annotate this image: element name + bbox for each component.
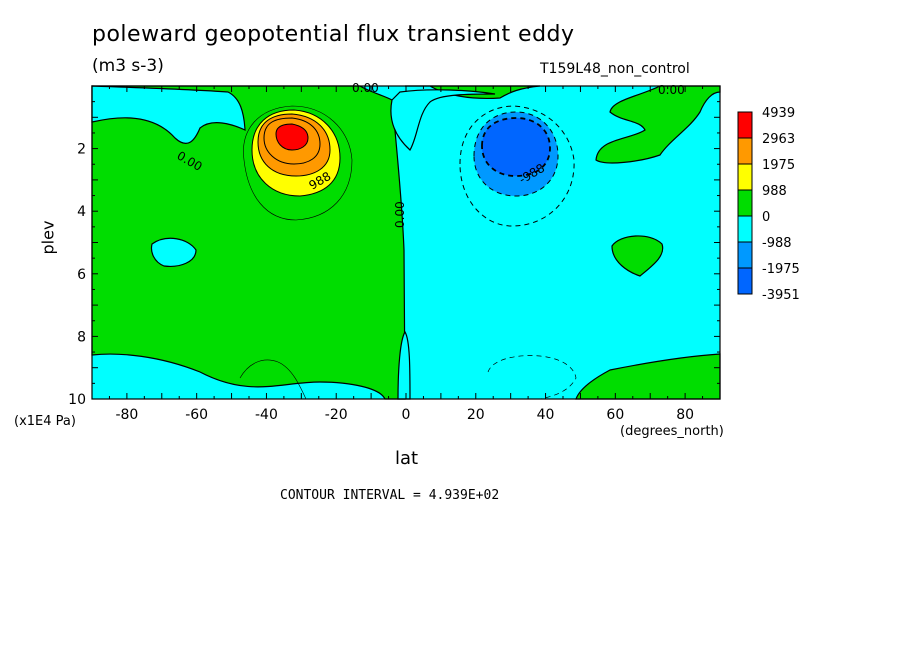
y-tick-label: 6 bbox=[77, 267, 86, 283]
contour-interval: CONTOUR INTERVAL = 4.939E+02 bbox=[280, 488, 500, 503]
colorbar-label: -3951 bbox=[762, 288, 800, 303]
y-tick-label: 4 bbox=[77, 204, 86, 220]
chart-title: poleward geopotential flux transient edd… bbox=[92, 22, 575, 47]
colorbar-swatch bbox=[737, 189, 753, 217]
y-axis-units: (x1E4 Pa) bbox=[14, 414, 76, 429]
x-tick-label: -80 bbox=[115, 407, 138, 423]
contour-label: 0.00 bbox=[393, 201, 407, 228]
positive-region-north-pole bbox=[595, 85, 721, 164]
x-tick-label: 40 bbox=[537, 407, 555, 423]
positive-region-north-surface bbox=[575, 353, 721, 400]
negative-region-equator-surface bbox=[397, 330, 411, 400]
x-tick-label: -20 bbox=[325, 407, 348, 423]
axes: -80 -60 -40 -20 0 20 40 60 80 2 4 6 8 10 bbox=[68, 86, 721, 423]
colorbar-label: 1975 bbox=[762, 158, 795, 173]
negative-minimum-contours bbox=[239, 105, 577, 400]
colorbar-label: 988 bbox=[762, 184, 787, 199]
colorbar-swatch bbox=[737, 137, 753, 165]
run-label: T159L48_non_control bbox=[540, 61, 690, 77]
negative-region-south-mid bbox=[150, 237, 197, 267]
x-tick-label: 80 bbox=[676, 407, 694, 423]
colorbar-swatch bbox=[737, 241, 753, 269]
colorbar-swatch bbox=[737, 111, 753, 139]
colorbar-label: -1975 bbox=[762, 262, 800, 277]
x-tick-label: 0 bbox=[402, 407, 411, 423]
colorbar-swatch bbox=[737, 267, 753, 295]
colorbar-swatch bbox=[737, 215, 753, 243]
colorbar-label: 0 bbox=[762, 210, 770, 225]
y-tick-label: 2 bbox=[77, 142, 86, 158]
colorbar-label: 2963 bbox=[762, 132, 795, 147]
contour-label: 0.00 bbox=[352, 81, 379, 95]
colorbar-label: 4939 bbox=[762, 106, 795, 121]
negative-region-south-polar bbox=[91, 85, 246, 144]
chart-units: (m3 s-3) bbox=[92, 56, 164, 76]
colorbar: 4939 2963 1975 988 0 -988 -1975 -3951 bbox=[737, 106, 800, 303]
y-tick-label: 10 bbox=[68, 392, 86, 408]
x-tick-label: 20 bbox=[467, 407, 485, 423]
x-tick-label: 60 bbox=[606, 407, 624, 423]
x-tick-label: -40 bbox=[255, 407, 278, 423]
y-tick-label: 8 bbox=[77, 329, 86, 345]
colorbar-swatch bbox=[737, 163, 753, 191]
contour-label: 0.00 bbox=[658, 83, 685, 97]
colorbar-label: -988 bbox=[762, 236, 792, 251]
x-axis-units: (degrees_north) bbox=[620, 424, 724, 439]
x-axis-label: lat bbox=[395, 448, 419, 469]
positive-region-north-mid bbox=[611, 235, 664, 277]
negative-region-equator-stem bbox=[390, 89, 496, 151]
positive-maximum-contours bbox=[243, 105, 353, 221]
positive-region-south bbox=[91, 85, 406, 400]
x-tick-label: -60 bbox=[185, 407, 208, 423]
